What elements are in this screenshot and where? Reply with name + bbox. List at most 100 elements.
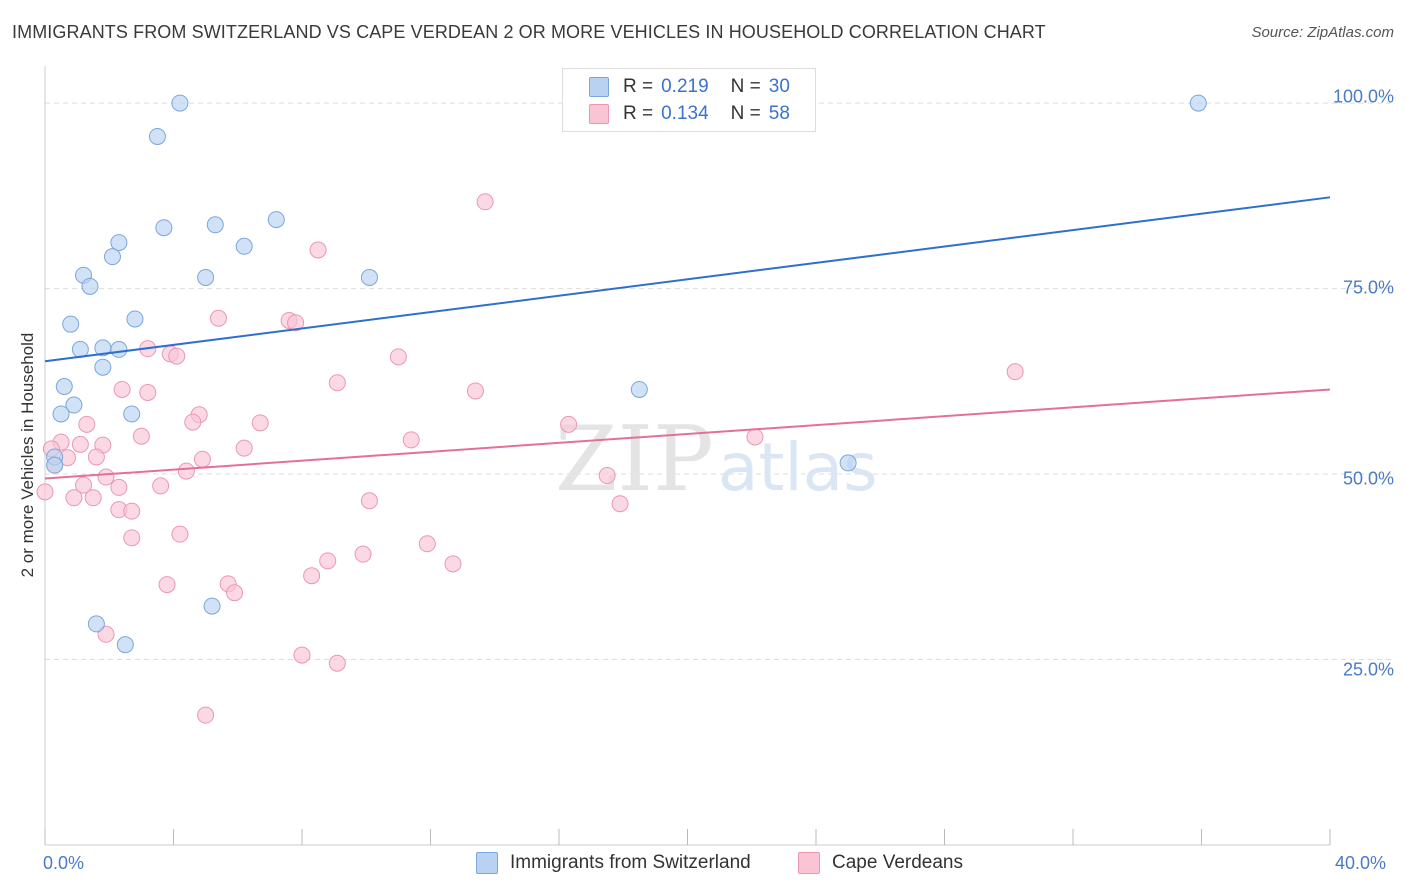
- point-cape-verdean: [75, 476, 93, 494]
- point-cape-verdean: [319, 552, 337, 570]
- point-switzerland: [197, 268, 215, 286]
- point-switzerland: [206, 216, 224, 234]
- trend-line-cape-verdean: [44, 388, 1331, 480]
- point-switzerland: [81, 277, 99, 295]
- point-cape-verdean: [309, 241, 327, 259]
- point-cape-verdean: [97, 625, 115, 643]
- watermark-zip: ZIP: [555, 407, 714, 512]
- legend-swatch-blue: [589, 77, 609, 97]
- point-switzerland: [116, 636, 134, 654]
- point-cape-verdean: [171, 525, 189, 543]
- point-switzerland: [110, 340, 128, 358]
- point-cape-verdean: [193, 450, 211, 468]
- point-cape-verdean: [235, 439, 253, 457]
- point-cape-verdean: [168, 347, 186, 365]
- bottom-legend-cape-verdeans: Cape Verdeans: [798, 852, 963, 874]
- point-switzerland: [360, 268, 378, 286]
- legend-row-cape-verdeans: R = 0.134 N = 58: [589, 102, 790, 126]
- point-cape-verdean: [354, 545, 372, 563]
- bottom-legend-switzerland: Immigrants from Switzerland: [476, 852, 751, 874]
- point-cape-verdean: [87, 448, 105, 466]
- point-cape-verdean: [611, 495, 629, 513]
- point-cape-verdean: [123, 529, 141, 547]
- point-switzerland: [235, 237, 253, 255]
- point-cape-verdean: [598, 467, 616, 485]
- y-tick-label-75: 75.0%: [1342, 277, 1394, 298]
- point-switzerland: [148, 127, 166, 145]
- point-cape-verdean: [328, 654, 346, 672]
- point-cape-verdean: [152, 477, 170, 495]
- legend-r-value: 0.134: [661, 103, 709, 124]
- point-cape-verdean: [444, 555, 462, 573]
- x-tick-label-min: 0.0%: [43, 853, 85, 873]
- point-switzerland: [171, 94, 189, 112]
- point-switzerland: [126, 310, 144, 328]
- point-cape-verdean: [113, 380, 131, 398]
- bottom-legend-swatch-blue: [476, 852, 498, 874]
- point-cape-verdean: [36, 483, 54, 501]
- point-switzerland: [155, 219, 173, 237]
- point-switzerland: [55, 378, 73, 396]
- point-switzerland: [267, 211, 285, 229]
- legend-r-value: 0.219: [661, 76, 709, 97]
- point-cape-verdean: [71, 435, 89, 453]
- point-switzerland: [62, 315, 80, 333]
- trend-line-switzerland: [44, 196, 1331, 363]
- point-cape-verdean: [402, 431, 420, 449]
- point-cape-verdean: [78, 415, 96, 433]
- point-cape-verdean: [293, 646, 311, 664]
- point-switzerland: [46, 456, 64, 474]
- point-cape-verdean: [1006, 363, 1024, 381]
- legend-n-value: 58: [768, 103, 790, 124]
- point-switzerland: [123, 405, 141, 423]
- point-switzerland: [65, 396, 83, 414]
- point-cape-verdean: [360, 492, 378, 510]
- point-cape-verdean: [466, 382, 484, 400]
- point-switzerland: [94, 358, 112, 376]
- legend-row-switzerland: R = 0.219 N = 30: [589, 75, 790, 99]
- point-cape-verdean: [158, 576, 176, 594]
- point-switzerland: [839, 454, 857, 472]
- point-cape-verdean: [209, 309, 227, 327]
- legend-r-label: R =: [623, 103, 654, 124]
- point-cape-verdean: [328, 374, 346, 392]
- point-cape-verdean: [287, 314, 305, 332]
- point-cape-verdean: [476, 193, 494, 211]
- point-cape-verdean: [184, 413, 202, 431]
- point-cape-verdean: [746, 428, 764, 446]
- y-tick-label-50: 50.0%: [1342, 468, 1394, 489]
- bottom-legend-label: Immigrants from Switzerland: [510, 852, 751, 873]
- point-switzerland: [71, 340, 89, 358]
- point-switzerland: [52, 405, 70, 423]
- legend-n-label: N =: [730, 76, 761, 97]
- point-cape-verdean: [110, 478, 128, 496]
- point-cape-verdean: [303, 567, 321, 585]
- point-cape-verdean: [389, 348, 407, 366]
- x-tick-label-max: 40.0%: [1335, 853, 1387, 873]
- y-tick-label-25: 25.0%: [1342, 659, 1394, 680]
- chart-title: IMMIGRANTS FROM SWITZERLAND VS CAPE VERD…: [12, 22, 1046, 42]
- point-cape-verdean: [132, 427, 150, 445]
- bottom-legend-swatch-pink: [798, 852, 820, 874]
- point-switzerland: [203, 597, 221, 615]
- point-cape-verdean: [251, 414, 269, 432]
- point-cape-verdean: [123, 502, 141, 520]
- point-cape-verdean: [65, 489, 83, 507]
- point-cape-verdean: [226, 584, 244, 602]
- point-cape-verdean: [97, 468, 115, 486]
- legend-r-label: R =: [623, 76, 654, 97]
- point-cape-verdean: [84, 489, 102, 507]
- point-cape-verdean: [197, 706, 215, 724]
- legend: R = 0.219 N = 30 R = 0.134 N = 58: [562, 68, 816, 132]
- point-cape-verdean: [139, 383, 157, 401]
- point-cape-verdean: [560, 415, 578, 433]
- bottom-legend-label: Cape Verdeans: [832, 852, 963, 873]
- point-cape-verdean: [177, 462, 195, 480]
- source-label: Source: ZipAtlas.com: [1251, 24, 1394, 41]
- legend-n-label: N =: [730, 103, 761, 124]
- legend-n-value: 30: [768, 76, 790, 97]
- y-tick-label-100: 100.0%: [1332, 86, 1394, 107]
- legend-swatch-pink: [589, 104, 609, 124]
- point-switzerland: [87, 615, 105, 633]
